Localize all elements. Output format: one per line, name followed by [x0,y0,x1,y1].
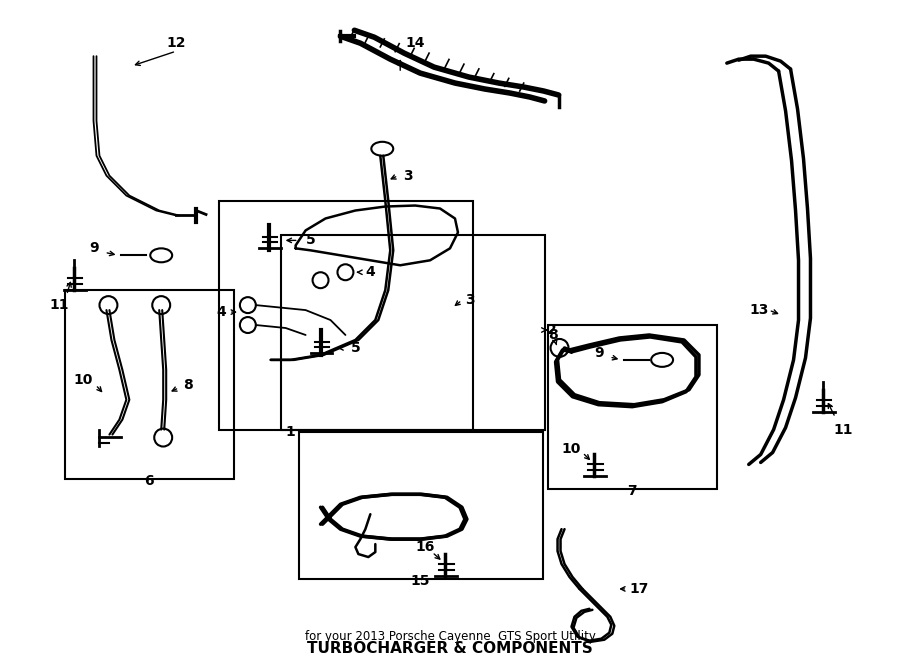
Text: 9: 9 [595,346,604,360]
Bar [219,200,472,430]
Text: 14: 14 [405,36,425,50]
Text: 10: 10 [74,373,94,387]
Text: 8: 8 [548,328,557,342]
Text: 1: 1 [286,424,295,438]
Text: 11: 11 [50,298,69,312]
Text: 10: 10 [562,442,581,457]
Bar [299,432,543,579]
Text: 8: 8 [184,378,193,392]
Text: for your 2013 Porsche Cayenne  GTS Sport Utility: for your 2013 Porsche Cayenne GTS Sport … [304,630,596,643]
Text: 17: 17 [629,582,649,596]
Text: 5: 5 [350,341,360,355]
Text: 3: 3 [465,293,474,307]
Text: 7: 7 [627,485,637,498]
Bar [547,325,717,489]
Text: 4: 4 [216,305,226,319]
Text: 16: 16 [416,540,435,554]
Text: 13: 13 [749,303,769,317]
Text: 6: 6 [145,475,154,488]
Text: 5: 5 [306,233,316,247]
Text: 11: 11 [833,422,853,436]
Text: TURBOCHARGER & COMPONENTS: TURBOCHARGER & COMPONENTS [307,641,593,656]
Bar [65,290,234,479]
Text: 3: 3 [403,169,413,182]
Text: 2: 2 [546,323,556,337]
Bar [281,235,544,430]
Text: 9: 9 [90,241,99,255]
Text: 12: 12 [166,36,186,50]
Text: 15: 15 [410,574,430,588]
Text: 4: 4 [365,265,375,279]
